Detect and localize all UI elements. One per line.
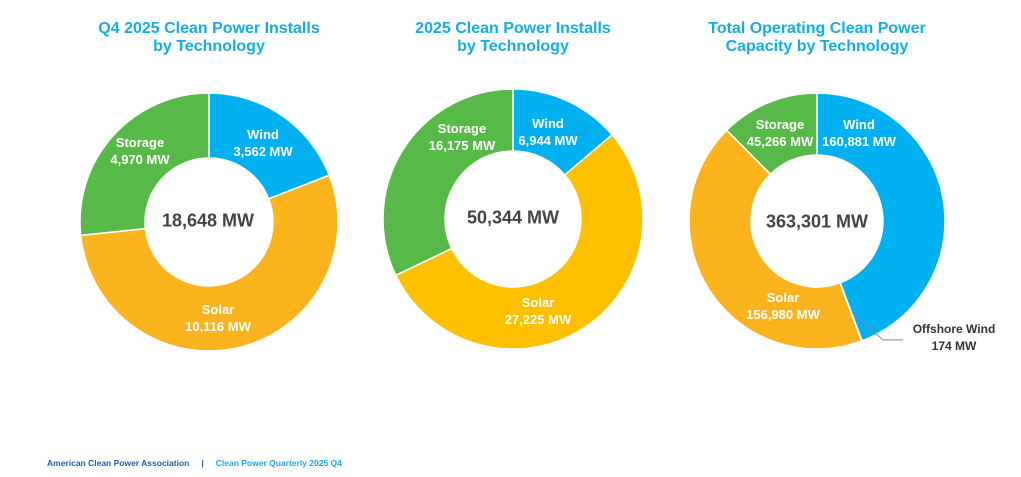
chart1-total: 18,648 MW [161, 210, 255, 231]
chart1-title: Q4 2025 Clean Power Installs by Technolog… [98, 20, 320, 55]
chart3-slice-solar [688, 129, 863, 350]
chart2-total: 50,344 MW [466, 207, 560, 228]
chart3-offshore-wind-leader-line [850, 311, 903, 341]
footer-org: American Clean Power Association [47, 458, 190, 468]
chart3-label-wind: Wind 160,881 MW [822, 117, 896, 149]
chart2-title: 2025 Clean Power Installs by Technology [415, 20, 611, 55]
chart3-label-offshore-wind: Offshore Wind 174 MW [912, 322, 996, 353]
chart1-label-storage: Storage 4,970 MW [110, 135, 170, 167]
chart3-slice-storage [725, 92, 818, 176]
chart1-label-wind: Wind 3,562 MW [233, 127, 293, 159]
footer-report: Clean Power Quarterly 2025 Q4 [215, 458, 342, 468]
footer-separator: | [201, 458, 204, 468]
chart3-label-solar: Solar 156,980 MW [746, 290, 820, 322]
chart2-label-wind: Wind 6,944 MW [518, 116, 578, 148]
chart1-slice-solar [79, 174, 339, 352]
chart3-slice-wind [816, 92, 946, 342]
chart3-total: 363,301 MW [765, 211, 869, 232]
chart2-slice-solar [394, 133, 644, 350]
chart2-label-storage: Storage 16,175 MW [428, 121, 496, 153]
chart3-title: Total Operating Clean Power Capacity by T… [708, 20, 926, 55]
chart1-slice-wind [208, 92, 331, 200]
chart1-label-solar: Solar 10,116 MW [185, 302, 251, 334]
chart1-slice-storage [79, 92, 210, 237]
chart3-label-storage: Storage 45,266 MW [746, 117, 814, 149]
footer: American Clean Power Association | Clean P… [47, 458, 342, 468]
chart2-label-solar: Solar 27,225 MW [504, 295, 572, 327]
chart2-slice-storage [382, 88, 514, 277]
